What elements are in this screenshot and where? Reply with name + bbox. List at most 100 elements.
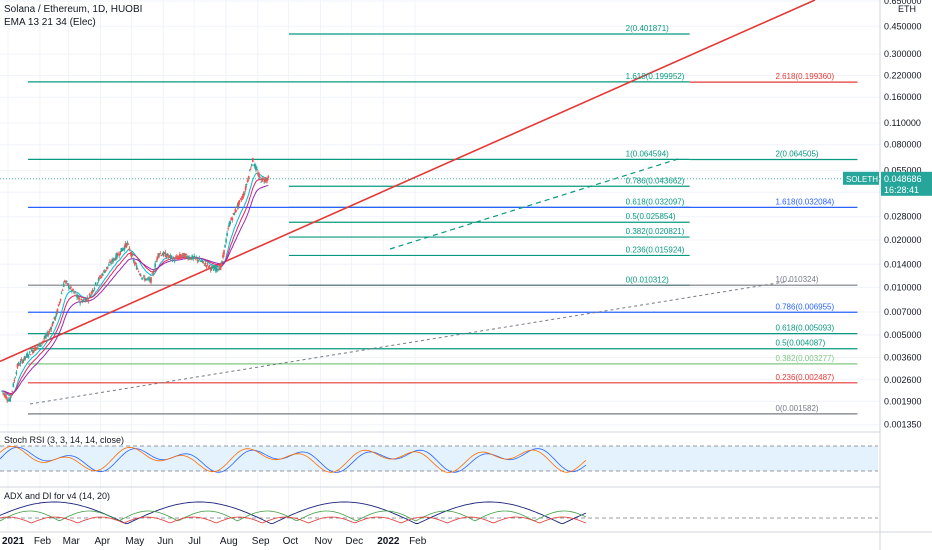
price-axis[interactable]: 0.650000 0.450000 0.300000 0.220000 0.160000… (879, 0, 932, 550)
candle-body (129, 252, 132, 254)
candle-body (195, 257, 198, 259)
candle-body (102, 270, 105, 272)
fib-label: 2(0.401871) (626, 24, 669, 33)
stoch-title: Stoch RSI (3, 3, 14, 14, close) (4, 435, 124, 445)
grey-dashed-trendline (29, 280, 791, 405)
candle-body (181, 255, 183, 257)
candle-body (23, 355, 26, 360)
candle-body (117, 253, 119, 256)
candle-body (28, 351, 31, 353)
price-axis-bg (880, 0, 932, 550)
candle-body (124, 243, 127, 247)
fib-label: 1.618(0.032084) (775, 197, 834, 206)
candle-body (110, 263, 112, 265)
candle-body (12, 383, 15, 387)
candle-body (96, 282, 99, 284)
price-tick: 0.650000 (884, 0, 922, 6)
fib-label: 0.786(0.043662) (626, 176, 685, 185)
candle-body (170, 255, 173, 258)
candle-body (200, 260, 203, 262)
candle-body (217, 269, 219, 271)
candle-body (2, 392, 4, 394)
time-tick: Dec (345, 536, 363, 547)
candle-body (94, 282, 97, 285)
candle-body (48, 330, 51, 333)
symbol-badge-bg (843, 171, 879, 185)
candle-body (186, 255, 188, 258)
candle-body (105, 269, 107, 271)
candle-body (19, 361, 22, 364)
candle-body (202, 261, 205, 263)
candle-body (235, 209, 238, 211)
candle-body (160, 254, 163, 256)
candle-body (27, 356, 30, 358)
candle-body (216, 265, 218, 270)
di-minus-line (0, 516, 587, 524)
candle-body (82, 299, 85, 302)
currency-label: ETH (898, 4, 916, 14)
candle-body (219, 265, 221, 270)
price-tick: 0.300000 (884, 49, 922, 59)
candle-body (59, 298, 62, 301)
candle-body (162, 251, 165, 256)
time-axis[interactable]: 2021 Feb Mar Apr May Jun Jul Aug Sep Oct Nov Dec 202… (0, 531, 932, 547)
candle-body (242, 193, 245, 197)
fib-label: 0.618(0.032097) (626, 197, 685, 206)
candle-body (207, 266, 210, 268)
candle-body (122, 248, 125, 250)
candle-body (226, 233, 228, 236)
candle-body (263, 181, 265, 182)
candle-body (111, 259, 113, 262)
candle-body (106, 266, 108, 270)
ema-13-line (1, 172, 269, 397)
candle-body (179, 254, 181, 257)
candle-body (260, 181, 262, 183)
candle-body (45, 335, 48, 337)
candle-body (25, 354, 28, 357)
candle-body (246, 180, 249, 183)
price-tick: 0.002600 (884, 375, 922, 385)
price-tick: 0.450000 (884, 21, 922, 31)
candle-body (236, 204, 239, 208)
fib-label: 2.618(0.199360) (775, 72, 834, 81)
candle-body (248, 170, 251, 172)
price-tick: 0.080000 (884, 140, 922, 150)
candle-body (194, 257, 197, 259)
fib-label: 1(0.064594) (626, 149, 669, 158)
candle-body (233, 212, 236, 216)
candle-body (165, 255, 168, 258)
candle-body (166, 253, 169, 257)
candle-body (267, 176, 270, 179)
candle-body (146, 278, 148, 280)
candle-body (92, 290, 95, 292)
candle-body (79, 301, 81, 304)
time-tick: Aug (220, 536, 238, 547)
candle-body (11, 390, 14, 392)
candle-body (192, 257, 195, 259)
candle-body (61, 289, 64, 291)
candle-body (240, 198, 243, 200)
stoch-band (0, 446, 878, 471)
candle-body (193, 255, 196, 259)
candle-body (247, 176, 250, 179)
candle-body (266, 179, 269, 182)
price-tick: 0.028000 (884, 212, 922, 222)
candle-body (157, 253, 160, 258)
candle-body (137, 271, 140, 273)
candle-body (204, 262, 207, 265)
candle-body (93, 288, 96, 290)
candle-body (159, 253, 162, 254)
time-tick: 2022 (377, 536, 400, 547)
ema-lines (1, 172, 269, 397)
candle-body (145, 279, 147, 281)
candle-body (227, 227, 229, 229)
trendlines (0, 0, 816, 405)
candle-body (188, 256, 190, 259)
candle-body (36, 347, 38, 349)
candle-body (156, 256, 159, 260)
time-tick: Feb (34, 536, 52, 547)
ema-21-line (1, 178, 269, 396)
candle-body (89, 295, 92, 298)
